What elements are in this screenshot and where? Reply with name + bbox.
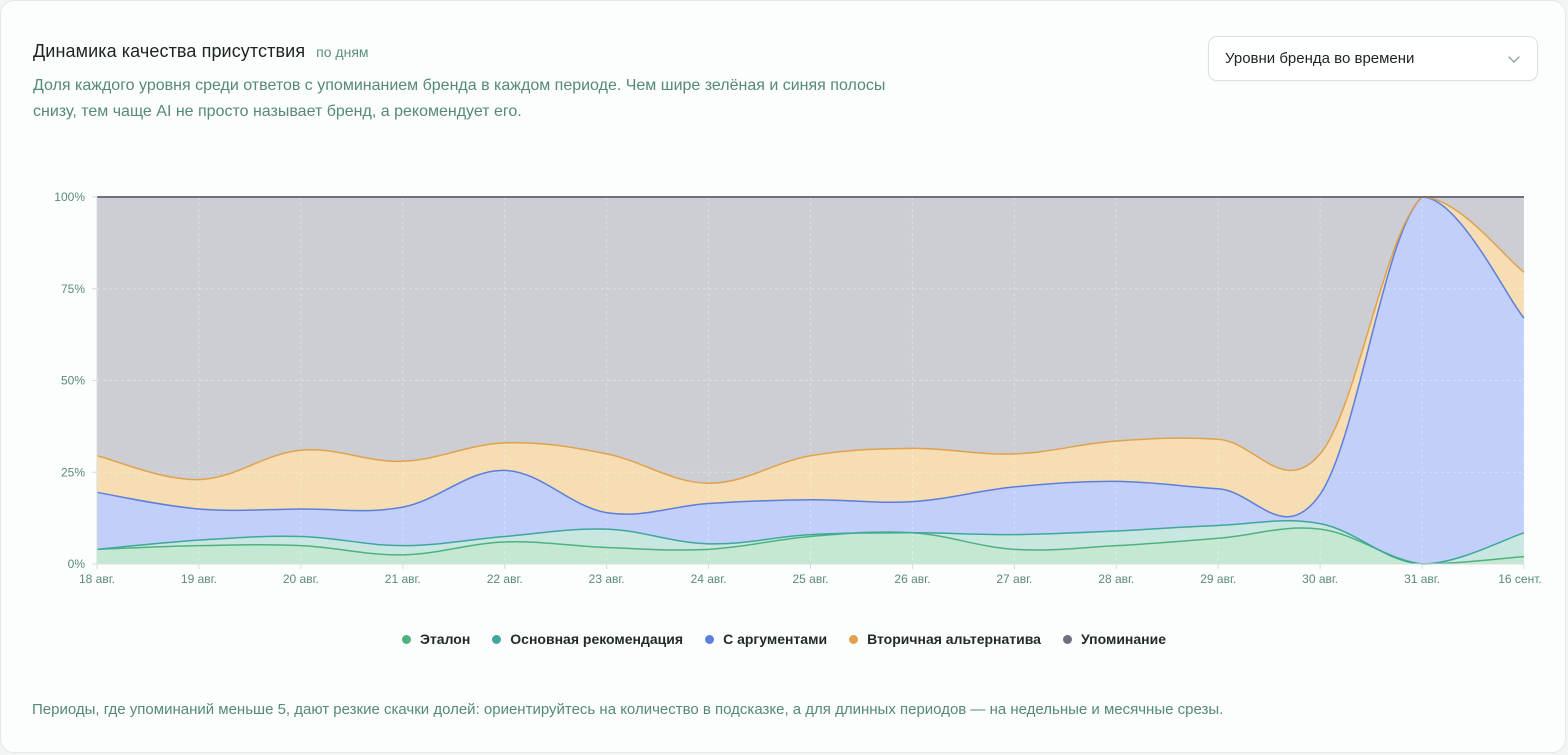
legend-label: С аргументами [723,631,828,647]
stacked-area-chart: 0% 25% 50% 75% 100% 18 авг. 19 авг. 20 авг. 21 а… [54,190,1541,586]
series-line-3 [96,196,1525,485]
x-tick-label: 27 авг. [996,572,1032,586]
legend-item[interactable]: Упоминание [1062,631,1167,647]
legend-label: Вторичная альтернатива [867,631,1041,647]
x-tick-label: 28 авг. [1098,572,1134,586]
series-line-0 [96,527,1525,565]
series-line-2 [96,196,1525,518]
x-tick-label: 20 авг. [283,572,319,586]
y-tick-label: 50% [61,374,85,388]
x-tick-label: 18 авг. [79,572,115,586]
legend-dot-icon [1062,634,1072,644]
chart-title: Динамика качества присутствия [33,41,306,61]
legend-dot-icon [705,634,715,644]
chart-legend: Эталон Основная рекомендация С аргументами… [0,631,1568,647]
legend-item[interactable]: Основная рекомендация [492,631,683,647]
y-tick-label: 75% [61,282,85,296]
y-tick-label: 25% [61,465,85,479]
title-row: Динамика качества присутствия по дням [33,41,369,62]
y-tick-label: 0% [68,557,86,571]
x-tick-label: 21 авг. [385,572,421,586]
x-tick-label: 25 авг. [793,572,829,586]
x-tick-label: 26 авг. [894,572,930,586]
series-line-1 [96,519,1525,565]
footnote: Периоды, где упоминаний меньше 5, дают р… [32,701,1224,718]
x-tick-label: 23 авг. [589,572,625,586]
x-tick-label: 16 сент. [1498,572,1541,586]
legend-label: Основная рекомендация [510,631,684,647]
legend-label: Упоминание [1080,631,1167,647]
x-tick-label: 31 авг. [1404,572,1440,586]
view-select[interactable]: Уровни бренда во времени [1208,36,1538,81]
chart-description: Доля каждого уровня среди ответов с упом… [33,77,886,120]
view-select-value: Уровни бренда во времени [1225,50,1415,67]
area-3 [97,197,1524,517]
area-1 [97,520,1524,564]
legend-dot-icon [849,634,859,644]
x-tick-label: 30 авг. [1302,572,1338,586]
area-2 [97,197,1524,564]
legend-label: Эталон [419,631,471,647]
legend-dot-icon [401,634,411,644]
area-0 [97,528,1524,564]
x-tick-label: 24 авг. [691,572,727,586]
legend-item[interactable]: Вторичная альтернатива [849,631,1041,647]
legend-dot-icon [492,634,502,644]
chevron-down-icon [1508,55,1520,63]
x-tick-label: 29 авг. [1200,572,1236,586]
y-tick-label: 100% [54,190,85,204]
area-4 [97,197,1524,484]
legend-item[interactable]: С аргументами [705,631,827,647]
x-tick-label: 19 авг. [181,572,217,586]
period-tag: по дням [316,44,369,60]
legend-item[interactable]: Эталон [401,631,471,647]
x-tick-label: 22 авг. [487,572,523,586]
